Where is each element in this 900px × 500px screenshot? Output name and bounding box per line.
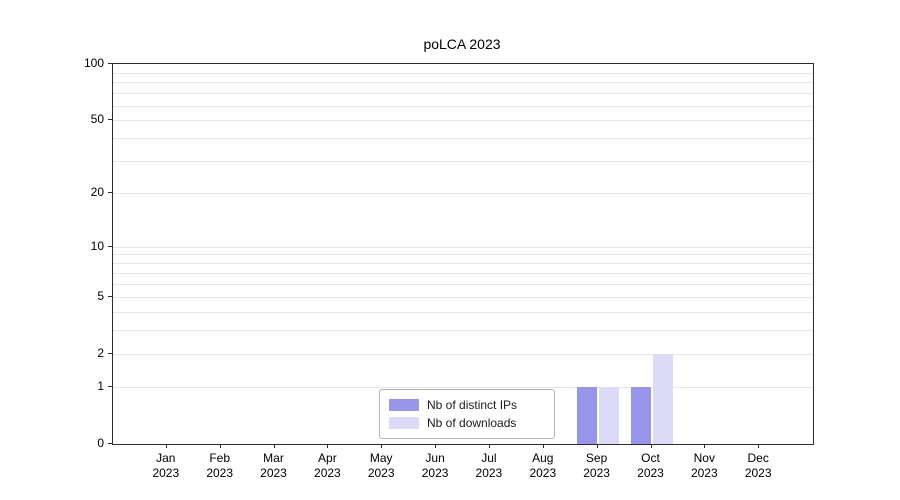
gridline: [113, 161, 813, 163]
x-tick-year: 2023: [744, 466, 772, 480]
x-tick-month: Feb: [209, 451, 231, 465]
bar-distinct-ips: [576, 386, 597, 444]
x-tick-month: Jan: [156, 451, 176, 465]
legend: Nb of distinct IPs Nb of downloads: [379, 389, 555, 439]
y-tick-mark: [108, 443, 112, 444]
x-tick-label: Jun 2023: [403, 451, 467, 481]
x-tick-label: Nov 2023: [672, 451, 736, 481]
y-tick-label: 2: [97, 345, 104, 360]
gridline: [113, 105, 813, 107]
x-tick-month: Mar: [263, 451, 284, 465]
x-tick-year: 2023: [421, 466, 449, 480]
x-tick-label: Jan 2023: [134, 451, 198, 481]
x-tick-mark: [542, 444, 544, 448]
x-tick-label: May 2023: [349, 451, 413, 481]
gridline: [113, 329, 813, 331]
x-tick-mark: [219, 444, 221, 448]
y-tick-label: 20: [90, 185, 104, 200]
x-tick-year: 2023: [475, 466, 503, 480]
gridline: [113, 82, 813, 84]
x-tick-year: 2023: [314, 466, 341, 480]
gridline: [113, 72, 813, 74]
x-tick-mark: [488, 444, 490, 448]
gridline: [113, 93, 813, 94]
x-tick-mark: [327, 444, 329, 448]
plot-area: Nb of distinct IPs Nb of downloads: [112, 63, 814, 445]
x-tick-mark: [273, 444, 275, 448]
x-tick-month: Dec: [747, 451, 769, 465]
y-tick-mark: [108, 63, 112, 64]
legend-swatch: [389, 399, 419, 411]
x-tick-mark: [758, 444, 760, 448]
x-tick-mark: [165, 444, 167, 448]
gridline: [113, 263, 813, 265]
x-tick-year: 2023: [690, 466, 718, 480]
gridline: [113, 296, 813, 298]
x-tick-year: 2023: [152, 466, 180, 480]
legend-label: Nb of downloads: [427, 416, 517, 430]
x-tick-month: May: [369, 451, 393, 465]
x-tick-label: Jul 2023: [457, 451, 521, 481]
x-tick-month: Oct: [641, 451, 660, 465]
gridline: [113, 283, 813, 285]
x-tick-year: 2023: [637, 466, 664, 480]
y-tick-mark: [108, 192, 112, 194]
y-tick-mark: [108, 245, 112, 247]
legend-swatch: [389, 417, 419, 429]
gridline: [113, 386, 813, 388]
gridline: [113, 138, 813, 140]
x-tick-year: 2023: [260, 466, 287, 480]
x-tick-month: Sep: [585, 451, 608, 465]
gridline: [113, 193, 813, 195]
x-tick-mark: [596, 444, 598, 448]
x-tick-month: Jul: [481, 451, 497, 465]
x-tick-label: Aug 2023: [511, 451, 575, 481]
x-tick-year: 2023: [367, 466, 395, 480]
x-tick-label: Apr 2023: [295, 451, 359, 481]
x-tick-mark: [704, 444, 706, 448]
legend-label: Nb of distinct IPs: [427, 398, 518, 412]
y-tick-mark: [108, 119, 112, 121]
x-tick-year: 2023: [529, 466, 557, 480]
x-tick-month: Nov: [693, 451, 715, 465]
y-tick-mark: [108, 295, 112, 297]
y-tick-mark: [108, 385, 112, 387]
gridline: [113, 120, 813, 122]
gridline: [113, 353, 813, 355]
x-tick-label: Mar 2023: [242, 451, 306, 481]
y-tick-label: 10: [90, 238, 104, 253]
chart-title: poLCA 2023: [423, 36, 501, 52]
x-tick-month: Apr: [318, 451, 337, 465]
x-tick-label: Dec 2023: [726, 451, 790, 481]
x-tick-label: Feb 2023: [188, 451, 252, 481]
legend-item-distinct-ips: Nb of distinct IPs: [389, 396, 545, 414]
legend-item-downloads: Nb of downloads: [389, 414, 545, 432]
gridline: [113, 246, 813, 248]
x-tick-month: Aug: [532, 451, 554, 465]
gridline: [113, 272, 813, 274]
y-tick-label: 1: [97, 378, 104, 393]
bar-downloads: [598, 386, 619, 444]
gridline: [113, 254, 813, 256]
y-tick-label: 0: [97, 436, 104, 450]
y-tick-label: 100: [83, 56, 104, 70]
x-tick-label: Oct 2023: [619, 451, 683, 481]
x-tick-mark: [381, 444, 383, 448]
bar-distinct-ips: [630, 386, 651, 444]
gridline: [113, 311, 813, 313]
x-tick-mark: [650, 444, 652, 448]
y-tick-mark: [108, 352, 112, 354]
x-tick-mark: [435, 444, 437, 448]
x-tick-label: Sep 2023: [565, 451, 629, 481]
x-tick-month: Jun: [425, 451, 445, 465]
y-tick-label: 50: [90, 112, 104, 127]
x-tick-year: 2023: [583, 466, 610, 480]
x-tick-year: 2023: [206, 466, 234, 480]
y-tick-label: 5: [97, 288, 104, 303]
bar-downloads: [652, 353, 673, 444]
